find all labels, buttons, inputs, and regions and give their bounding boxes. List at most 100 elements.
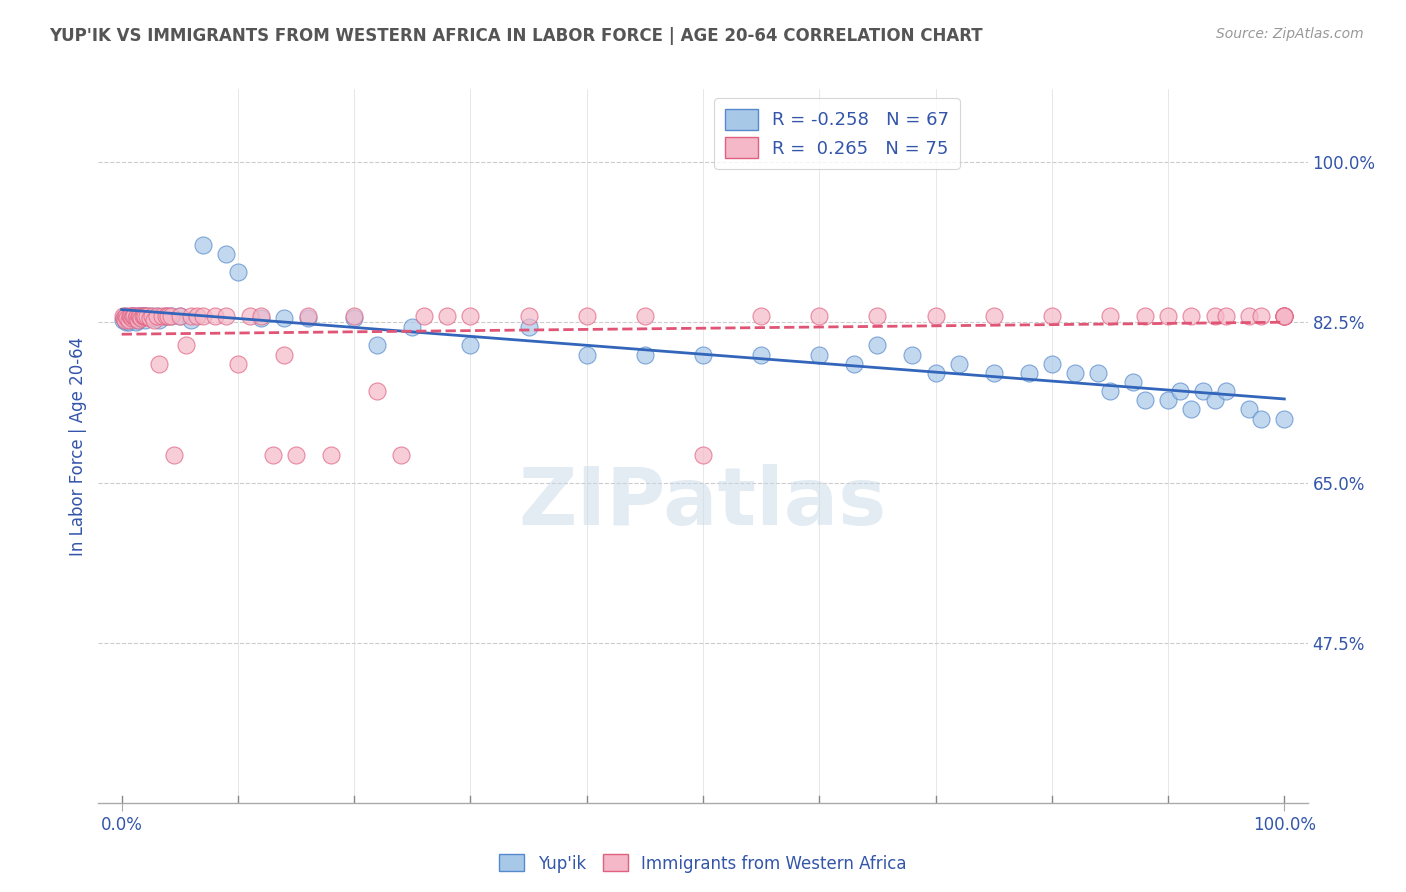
Point <box>948 357 970 371</box>
Point <box>1215 309 1237 323</box>
Point <box>148 312 170 326</box>
Point <box>1272 309 1295 323</box>
Point <box>273 310 295 325</box>
Point <box>115 316 138 330</box>
Point <box>121 310 143 325</box>
Point <box>124 316 146 330</box>
Point <box>159 309 181 323</box>
Point <box>120 309 142 323</box>
Point <box>1272 309 1295 323</box>
Point <box>138 310 160 325</box>
Point <box>169 309 191 323</box>
Point <box>1064 366 1087 380</box>
Point <box>866 309 889 323</box>
Point <box>924 309 946 323</box>
Point <box>118 312 141 326</box>
Point <box>366 338 388 352</box>
Point <box>159 309 181 323</box>
Point <box>115 309 138 323</box>
Point <box>1204 393 1226 408</box>
Legend: Yup'ik, Immigrants from Western Africa: Yup'ik, Immigrants from Western Africa <box>492 847 914 880</box>
Point <box>692 347 714 361</box>
Point <box>749 309 772 323</box>
Point <box>1040 309 1063 323</box>
Point <box>1098 384 1121 398</box>
Point <box>1168 384 1191 398</box>
Point <box>1133 393 1156 408</box>
Point <box>112 310 135 325</box>
Point <box>1272 309 1295 323</box>
Point <box>150 309 173 323</box>
Point <box>866 338 889 352</box>
Point <box>186 309 208 323</box>
Point <box>575 347 598 361</box>
Point <box>1098 309 1121 323</box>
Point <box>239 309 262 323</box>
Point <box>285 448 308 462</box>
Point <box>191 309 214 323</box>
Point <box>204 309 226 323</box>
Point <box>111 312 134 326</box>
Point <box>844 357 866 371</box>
Point <box>1272 309 1295 323</box>
Point <box>124 310 146 325</box>
Point <box>1239 402 1261 417</box>
Point <box>808 347 831 361</box>
Point <box>128 310 150 325</box>
Point <box>1239 309 1261 323</box>
Point <box>517 320 540 334</box>
Point <box>120 310 142 325</box>
Point <box>155 309 177 323</box>
Point <box>1040 357 1063 371</box>
Point <box>118 310 141 325</box>
Point <box>132 309 155 323</box>
Point <box>114 309 136 323</box>
Point <box>145 309 167 323</box>
Point <box>134 309 156 323</box>
Point <box>118 309 141 323</box>
Point <box>297 310 319 325</box>
Point <box>143 312 166 326</box>
Point <box>389 448 412 462</box>
Point <box>1180 309 1202 323</box>
Point <box>174 338 197 352</box>
Point <box>139 309 162 323</box>
Text: Source: ZipAtlas.com: Source: ZipAtlas.com <box>1216 27 1364 41</box>
Point <box>517 309 540 323</box>
Point <box>129 309 152 323</box>
Point <box>749 347 772 361</box>
Point <box>343 310 366 325</box>
Point <box>273 347 295 361</box>
Point <box>131 310 153 325</box>
Text: ZIPatlas: ZIPatlas <box>519 464 887 542</box>
Point <box>155 309 177 323</box>
Point <box>226 265 249 279</box>
Point <box>127 312 149 326</box>
Point <box>1133 309 1156 323</box>
Point <box>1250 309 1272 323</box>
Point <box>128 309 150 323</box>
Point <box>157 309 180 323</box>
Point <box>1018 366 1040 380</box>
Point <box>127 312 149 326</box>
Point <box>634 309 657 323</box>
Point <box>575 309 598 323</box>
Point <box>111 309 134 323</box>
Point <box>436 309 458 323</box>
Point <box>134 312 156 326</box>
Point <box>163 448 186 462</box>
Point <box>121 312 143 326</box>
Y-axis label: In Labor Force | Age 20-64: In Labor Force | Age 20-64 <box>69 336 87 556</box>
Point <box>117 310 139 325</box>
Point <box>319 448 342 462</box>
Point <box>1180 402 1202 417</box>
Point <box>125 309 148 323</box>
Point <box>118 315 141 329</box>
Point <box>250 309 273 323</box>
Point <box>124 309 146 323</box>
Point <box>901 347 924 361</box>
Point <box>129 309 152 323</box>
Point <box>460 309 482 323</box>
Point <box>180 312 202 326</box>
Point <box>122 309 145 323</box>
